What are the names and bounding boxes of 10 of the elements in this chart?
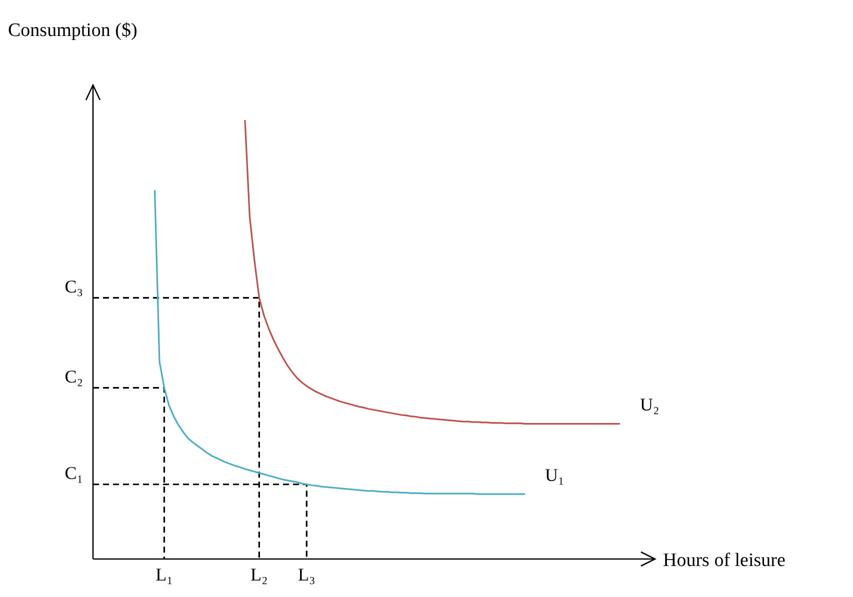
series-label: C₁ xyxy=(64,463,83,484)
series-label: U₂ xyxy=(640,394,660,415)
series-label: C₃ xyxy=(64,276,83,297)
x-tick-label: L₃ xyxy=(298,564,316,585)
y-axis-title: Consumption ($) xyxy=(8,20,138,42)
series-label: C₂ xyxy=(64,366,83,387)
series-label: U₁ xyxy=(545,464,564,485)
x-tick-label: L₁ xyxy=(156,564,173,585)
x-tick-label: L₂ xyxy=(250,564,268,585)
x-axis-title: Hours of leisure xyxy=(663,550,786,571)
